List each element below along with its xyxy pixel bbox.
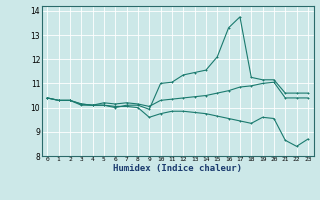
X-axis label: Humidex (Indice chaleur): Humidex (Indice chaleur) [113, 164, 242, 173]
